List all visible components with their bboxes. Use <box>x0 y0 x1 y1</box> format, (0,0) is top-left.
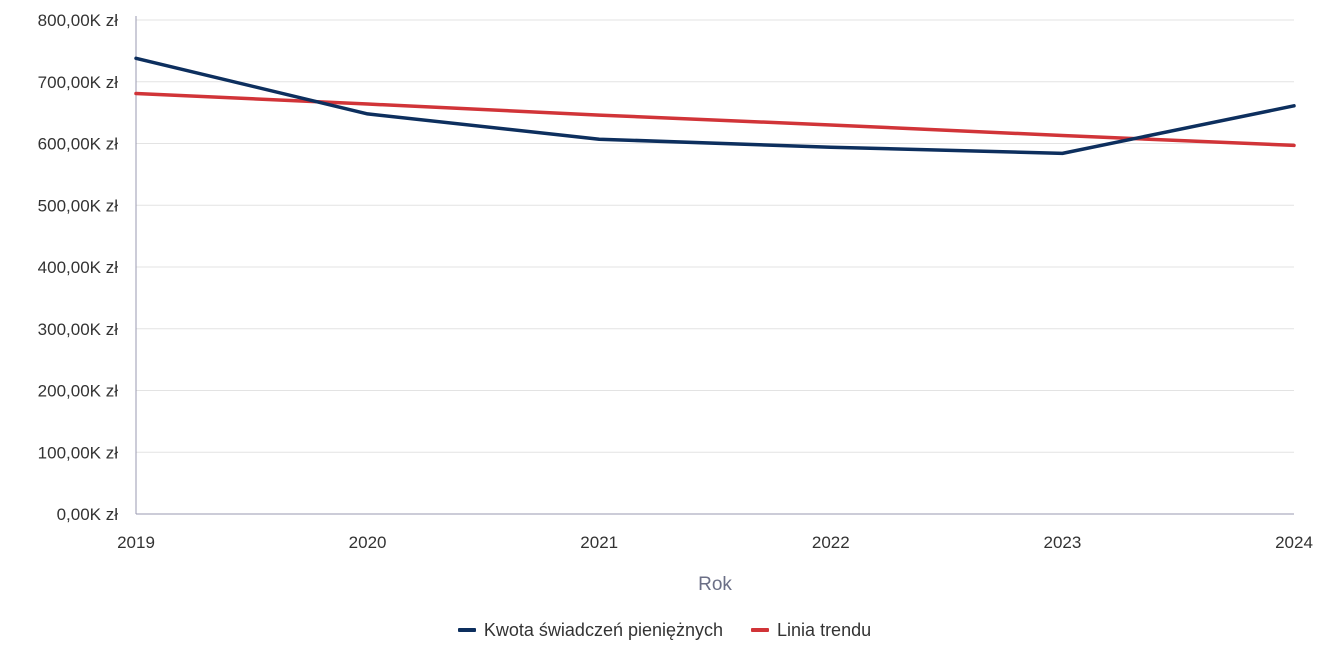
y-tick-label: 400,00K zł <box>38 258 119 277</box>
x-tick-label: 2022 <box>812 533 850 552</box>
legend-label: Linia trendu <box>777 619 872 640</box>
series-line-1 <box>134 91 1296 148</box>
gridlines <box>136 19 1294 453</box>
y-tick-label: 500,00K zł <box>38 196 119 215</box>
x-tick-label: 2021 <box>580 533 618 552</box>
x-tick-label: 2023 <box>1043 533 1081 552</box>
y-tick-label: 300,00K zł <box>38 320 119 339</box>
y-tick-label: 200,00K zł <box>38 382 119 401</box>
series-lines <box>134 56 1296 156</box>
legend-item: Kwota świadczeń pieniężnych <box>457 619 724 641</box>
y-axis-ticks: 0,00K zł 100,00K zł 200,00K zł 300,00K zł 40… <box>38 11 119 524</box>
x-tick-label: 2019 <box>117 533 155 552</box>
legend-swatch <box>751 628 770 632</box>
y-tick-label: 600,00K zł <box>38 135 119 154</box>
x-tick-label: 2024 <box>1275 533 1313 552</box>
y-tick-label: 800,00K zł <box>38 11 119 30</box>
series-line-0 <box>134 56 1296 156</box>
legend-swatch <box>457 628 476 632</box>
y-tick-label: 700,00K zł <box>38 73 119 92</box>
y-tick-label: 100,00K zł <box>38 443 119 462</box>
axes <box>135 16 1294 515</box>
x-axis-title: Rok <box>698 574 732 595</box>
y-tick-label: 0,00K zł <box>57 505 119 524</box>
legend: Kwota świadczeń pieniężnych Linia trendu <box>0 615 1329 645</box>
legend-item: Linia trendu <box>751 620 871 641</box>
legend-label: Kwota świadczeń pieniężnych <box>483 619 724 640</box>
x-tick-label: 2020 <box>349 533 387 552</box>
x-axis-ticks: 2019 2020 2021 2022 2023 2024 <box>117 533 1313 552</box>
